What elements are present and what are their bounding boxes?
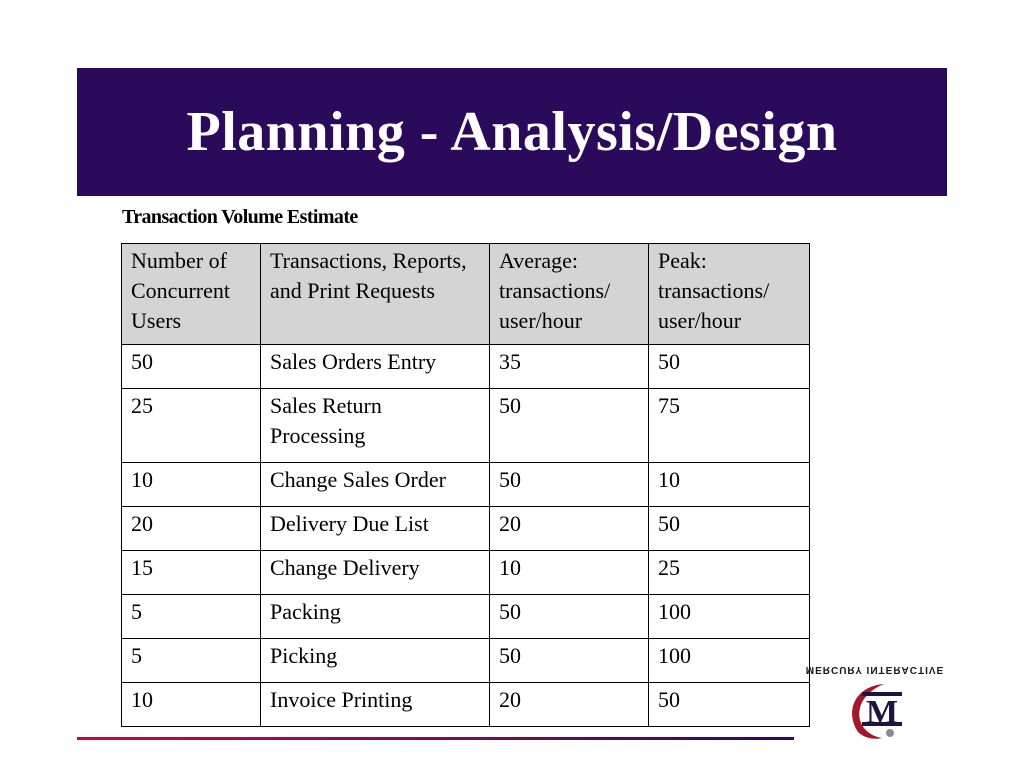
table-row: 50 Sales Orders Entry 35 50: [121, 344, 810, 389]
table-row: 10 Invoice Printing 20 50: [121, 682, 810, 727]
cell-peak: 25: [648, 550, 810, 595]
cell-users: 10: [121, 682, 261, 727]
cell-users: 5: [121, 638, 261, 683]
cell-users: 25: [121, 388, 261, 463]
slide-title: Planning - Analysis/Design: [186, 101, 838, 163]
cell-average: 10: [489, 550, 649, 595]
mercury-logo-icon: M: [852, 684, 902, 739]
cell-average: 50: [489, 638, 649, 683]
cell-transaction: Sales Return Processing: [260, 388, 490, 463]
table-header-row: Number of Concurrent Users Transactions,…: [121, 243, 810, 345]
header-peak: Peak: transactions/ user/hour: [648, 243, 810, 345]
cell-users: 50: [121, 344, 261, 389]
logo-letter: M: [866, 694, 898, 731]
cell-average: 20: [489, 682, 649, 727]
table-row: 15 Change Delivery 10 25: [121, 550, 810, 595]
cell-users: 15: [121, 550, 261, 595]
cell-users: 10: [121, 462, 261, 507]
title-banner: Planning - Analysis/Design: [77, 68, 947, 196]
cell-average: 35: [489, 344, 649, 389]
cell-average: 20: [489, 506, 649, 551]
cell-peak: 10: [648, 462, 810, 507]
cell-transaction: Change Sales Order: [260, 462, 490, 507]
table-row: 25 Sales Return Processing 50 75: [121, 388, 810, 463]
cell-average: 50: [489, 594, 649, 639]
cell-peak: 50: [648, 344, 810, 389]
cell-transaction: Sales Orders Entry: [260, 344, 490, 389]
cell-transaction: Delivery Due List: [260, 506, 490, 551]
footer-divider: [77, 737, 794, 740]
table-row: 5 Packing 50 100: [121, 594, 810, 639]
table-row: 20 Delivery Due List 20 50: [121, 506, 810, 551]
cell-peak: 75: [648, 388, 810, 463]
cell-transaction: Invoice Printing: [260, 682, 490, 727]
cell-peak: 50: [648, 682, 810, 727]
cell-users: 5: [121, 594, 261, 639]
mercury-interactive-logo: MERCURY INTERACTIVE M: [800, 664, 950, 744]
table-row: 5 Picking 50 100: [121, 638, 810, 683]
cell-peak: 50: [648, 506, 810, 551]
cell-transaction: Picking: [260, 638, 490, 683]
logo-wordmark: MERCURY INTERACTIVE: [805, 664, 945, 675]
header-concurrent-users: Number of Concurrent Users: [121, 243, 261, 345]
cell-average: 50: [489, 462, 649, 507]
cell-transaction: Change Delivery: [260, 550, 490, 595]
table-caption: Transaction Volume Estimate: [122, 206, 358, 228]
cell-peak: 100: [648, 594, 810, 639]
header-transactions: Transactions, Reports, and Print Request…: [260, 243, 490, 345]
header-average: Average: transactions/ user/hour: [489, 243, 649, 345]
cell-average: 50: [489, 388, 649, 463]
table-row: 10 Change Sales Order 50 10: [121, 462, 810, 507]
cell-peak: 100: [648, 638, 810, 683]
cell-users: 20: [121, 506, 261, 551]
cell-transaction: Packing: [260, 594, 490, 639]
transaction-volume-table: Number of Concurrent Users Transactions,…: [121, 243, 810, 727]
